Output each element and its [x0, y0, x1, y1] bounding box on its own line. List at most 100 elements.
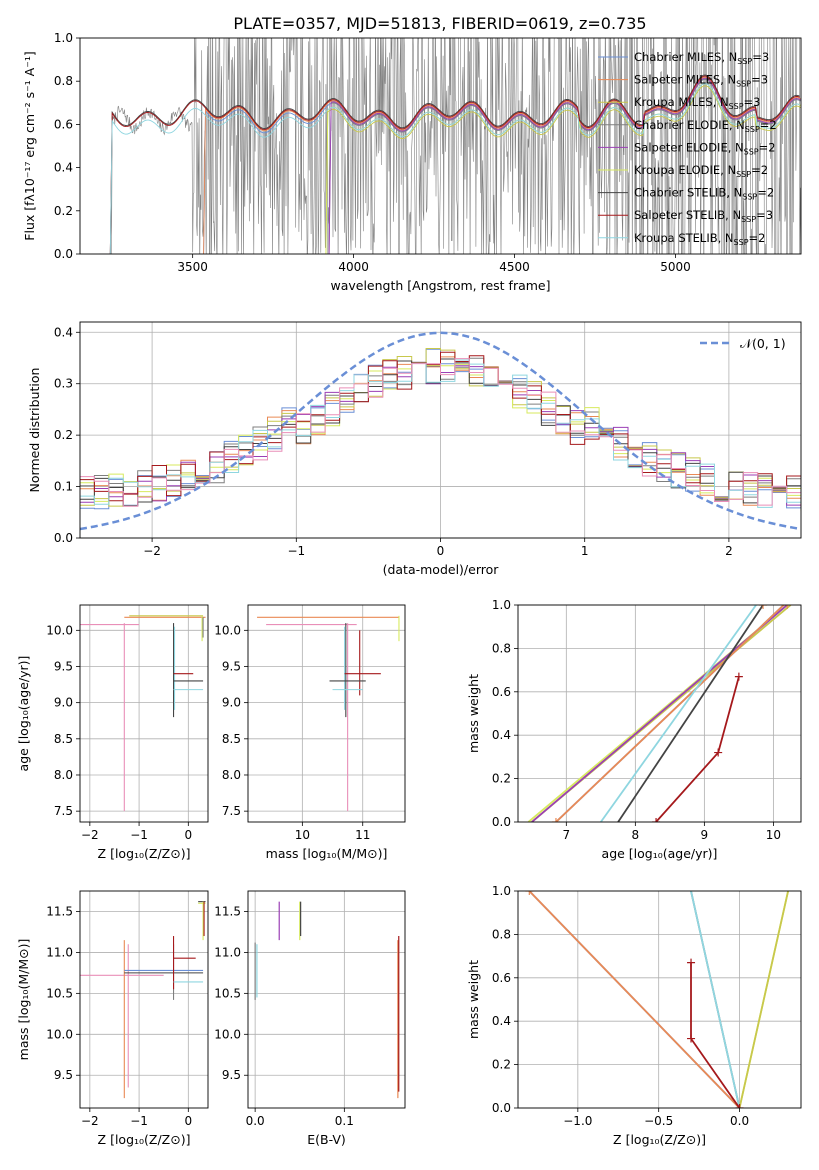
- x-tick-label: −2: [81, 828, 99, 842]
- y-tick-label: 7.5: [222, 804, 241, 818]
- x-tick-label: −2: [81, 1114, 99, 1128]
- y-tick-label: 9.0: [222, 696, 241, 710]
- y-tick-label: 8.5: [54, 732, 73, 746]
- x-tick-label: −2: [143, 544, 161, 558]
- age-vs-mass-panel: 10 11 7.5 8.0 8.5 9.0 9.5 10.0 mass [log₁₀(M/M⊙)…: [214, 604, 406, 861]
- point-marker: [734, 672, 743, 681]
- y-tick-label: 0.2: [492, 1058, 511, 1072]
- model-kroupa_stelib: [109, 83, 800, 254]
- legend-entry: Salpeter STELIB, NSSP=3: [634, 208, 773, 224]
- y-tick-label: 10.5: [46, 986, 73, 1000]
- x-tick-label: 11: [355, 828, 370, 842]
- y-tick-label: 8.0: [54, 768, 73, 782]
- plot-area: [525, 891, 789, 1108]
- y-tick-label: 0.6: [492, 685, 511, 699]
- y-tick-label: 0.8: [54, 74, 73, 88]
- x-axis-label: wavelength [Angstrom, rest frame]: [330, 278, 550, 293]
- x-tick-label: 0.0: [730, 1114, 749, 1128]
- model-kroupa_miles: [325, 85, 801, 254]
- mass-weight-vs-metallicity-panel: −1.0 −0.5 0.0 0.0 0.2 0.4 0.6 0.8 1.0 Z [log₁₀(Z/…: [466, 884, 802, 1147]
- cumulative-line: [738, 891, 789, 1108]
- cumulative-line: [528, 891, 741, 1108]
- x-tick-label: 0.1: [335, 1114, 354, 1128]
- point-marker: [759, 605, 768, 609]
- y-tick-label: 0.0: [492, 1101, 511, 1115]
- x-axis-label: mass [log₁₀(M/M⊙)]: [266, 846, 388, 861]
- y-axis-label: Flux [fλ10⁻¹⁷ erg cm⁻² s⁻¹ A⁻¹]: [22, 51, 37, 240]
- x-tick-label: 8: [632, 828, 640, 842]
- y-tick-label: 11.5: [214, 904, 241, 918]
- spectrum-panel: 3500 4000 4500 5000 0.0 0.2 0.4 0.6 0.8 1.0 wavele…: [22, 31, 802, 293]
- y-tick-label: 0.8: [492, 927, 511, 941]
- mass-vs-ebv-panel: 0.0 0.1 9.5 10.0 10.5 11.0 11.5 E(B-V): [214, 890, 406, 1147]
- y-tick-label: 10.0: [46, 1027, 73, 1041]
- y-tick-label: 0.6: [54, 117, 73, 131]
- x-tick-label: 0: [184, 828, 192, 842]
- axes-frame: [517, 890, 802, 1109]
- y-tick-label: 11.5: [46, 904, 73, 918]
- y-tick-label: 0.1: [54, 480, 73, 494]
- cumulative-line: [555, 605, 785, 822]
- point-marker: [783, 605, 792, 609]
- axes-frame: [79, 37, 802, 255]
- x-axis-label: Z [log₁₀(Z/Z⊙)]: [98, 846, 191, 861]
- x-axis-label: E(B-V): [307, 1132, 346, 1147]
- legend-entry: Kroupa ELODIE, NSSP=2: [634, 163, 768, 179]
- legend-entry: Chabrier STELIB, NSSP=2: [634, 186, 774, 202]
- cumulative-line: [600, 605, 757, 822]
- legend: Chabrier MILES, NSSP=3 Salpeter MILES, NS…: [598, 50, 777, 247]
- legend-entry: Chabrier ELODIE, NSSP=2: [634, 118, 777, 134]
- point-marker: [652, 818, 661, 822]
- y-tick-label: 0.4: [492, 728, 511, 742]
- cumulative-line: [690, 962, 741, 1108]
- x-tick-label: 4500: [499, 260, 530, 274]
- y-axis-label: Normed distribution: [27, 368, 42, 493]
- x-tick-label: 2: [725, 544, 733, 558]
- x-axis-label: (data-model)/error: [383, 562, 500, 577]
- y-axis-label: mass [log₁₀(M/M⊙)]: [16, 939, 31, 1061]
- mass-weight-vs-age-panel: 7 8 9 10 0.0 0.2 0.4 0.6 0.8 1.0 age [log₁₀(age/yr…: [466, 598, 802, 861]
- axes-frame: [247, 604, 406, 823]
- plot-area: [80, 615, 206, 812]
- y-tick-label: 1.0: [492, 598, 511, 612]
- y-tick-label: 0.0: [54, 531, 73, 545]
- y-tick-label: 0.4: [54, 161, 73, 175]
- y-tick-label: 9.5: [222, 1068, 241, 1082]
- gaussian-curve: [80, 331, 801, 531]
- legend-entry: 𝒩(0, 1): [740, 336, 786, 351]
- model-salpeter_miles: [203, 76, 801, 254]
- y-tick-label: 9.5: [54, 1068, 73, 1082]
- residuals-panel: −2 −1 0 1 2 0.0 0.1 0.2 0.3 0.4 (data-model)/error…: [27, 321, 802, 577]
- x-tick-label: 10: [295, 828, 310, 842]
- x-tick-label: −1: [130, 1114, 148, 1128]
- plot-area: [254, 901, 400, 1099]
- x-tick-label: 0: [437, 544, 445, 558]
- age-vs-metallicity-panel: −2 −1 0 7.5 8.0 8.5 9.0 9.5 10.0 Z [log₁₀(Z/Z⊙)] a…: [16, 604, 209, 861]
- y-tick-label: 11.0: [46, 945, 73, 959]
- y-tick-label: 10.0: [214, 623, 241, 637]
- axes-frame: [79, 890, 209, 1109]
- point-marker: [714, 748, 723, 757]
- plot-area: [80, 331, 801, 531]
- x-tick-label: 0.0: [246, 1114, 265, 1128]
- legend-entry: Salpeter ELODIE, NSSP=2: [634, 140, 776, 156]
- y-tick-label: 7.5: [54, 804, 73, 818]
- y-tick-label: 0.0: [54, 247, 73, 261]
- cumulative-line: [617, 605, 764, 822]
- y-tick-label: 0.6: [492, 971, 511, 985]
- x-axis-label: age [log₁₀(age/yr)]: [602, 846, 718, 861]
- y-tick-label: 0.2: [54, 204, 73, 218]
- x-tick-label: 3500: [177, 260, 208, 274]
- x-axis-label: Z [log₁₀(Z/Z⊙)]: [613, 1132, 706, 1147]
- axes-frame: [79, 604, 209, 823]
- x-tick-label: 0: [184, 1114, 192, 1128]
- y-axis-label: age [log₁₀(age/yr)]: [16, 656, 31, 772]
- plot-area: [257, 615, 400, 812]
- legend-entry: Kroupa STELIB, NSSP=2: [634, 231, 765, 247]
- y-tick-label: 9.5: [222, 659, 241, 673]
- axes-frame: [247, 890, 406, 1109]
- figure-title: PLATE=0357, MJD=51813, FIBERID=0619, z=0…: [233, 14, 646, 33]
- y-tick-label: 0.3: [54, 377, 73, 391]
- y-tick-label: 1.0: [492, 884, 511, 898]
